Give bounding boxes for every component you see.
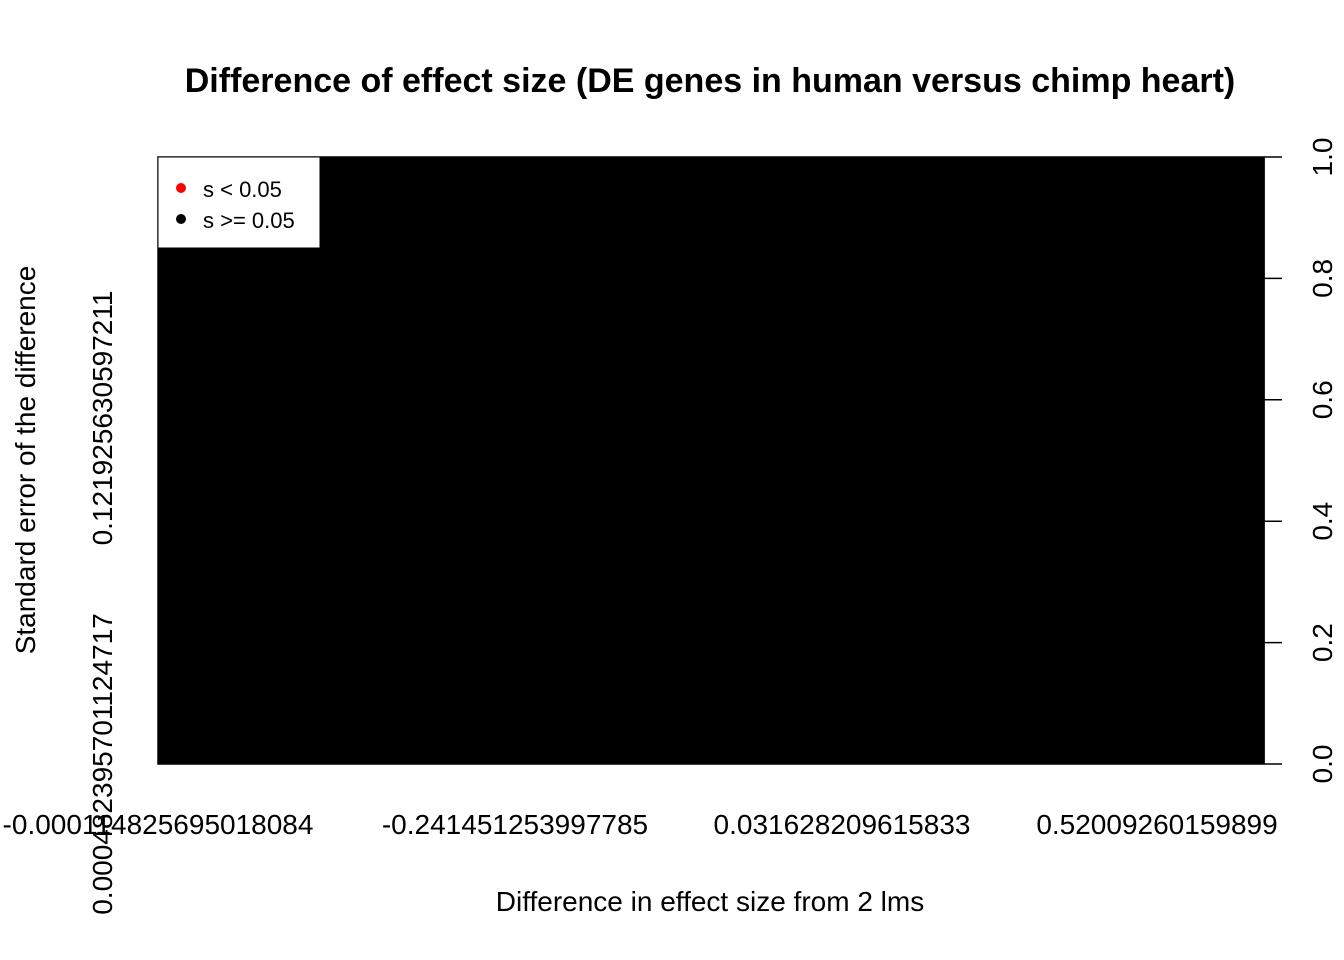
x-tick-label: -0.000114825695018084 [3,809,314,840]
right-axis: 0.0 0.2 0.4 0.6 0.8 1.0 [1263,138,1338,784]
legend-label-significant: s < 0.05 [203,177,282,202]
legend-marker-black [176,214,186,224]
y-tick-label: 0.121925630597211 [87,291,118,546]
plot-area [157,156,1265,765]
legend-box [157,156,321,249]
y-axis-label: Standard error of the difference [10,266,41,655]
right-axis-tick-label: 0.8 [1307,259,1338,298]
right-axis-tick-label: 0.4 [1307,502,1338,541]
y-tick-label: 0.000482395701124717 [87,613,118,915]
right-axis-tick-label: 1.0 [1307,138,1338,177]
x-tick-label: 0.031628209615833 [714,809,971,840]
chart-title: Difference of effect size (DE genes in h… [185,62,1236,100]
legend-label-not-significant: s >= 0.05 [203,208,295,233]
legend: s < 0.05 s >= 0.05 [157,156,321,249]
x-tick-label: -0.241451253997785 [382,809,648,840]
right-axis-tick-label: 0.6 [1307,380,1338,419]
right-axis-tick-label: 0.0 [1307,745,1338,784]
x-tick-label: 0.52009260159899 [1036,809,1277,840]
x-axis-label: Difference in effect size from 2 lms [496,886,924,917]
legend-marker-red [176,183,186,193]
right-axis-tick-label: 0.2 [1307,623,1338,662]
